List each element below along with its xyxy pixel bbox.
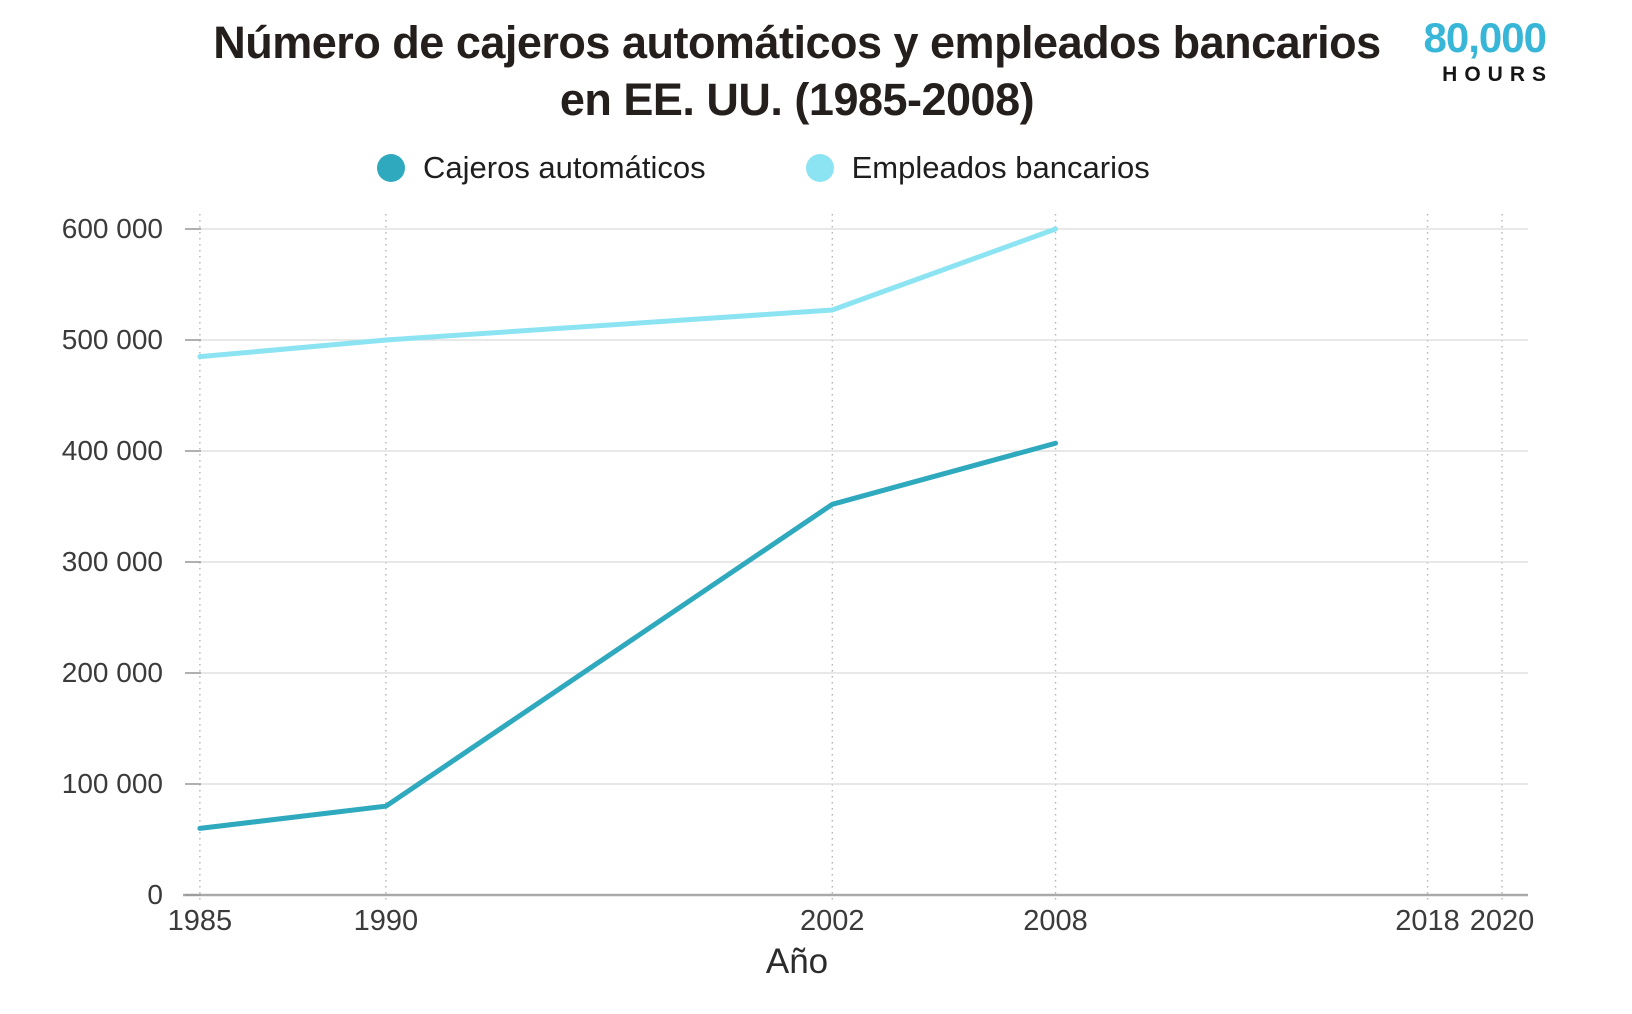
legend-label-empleados: Empleados bancarios xyxy=(851,149,1150,185)
line-empleados-bancarios xyxy=(197,226,1059,360)
brand-logo-word: HOURS xyxy=(1442,63,1553,86)
x-tick-label: 2018 xyxy=(1395,905,1460,937)
legend-label-cajeros: Cajeros automáticos xyxy=(423,149,706,185)
x-tick-label: 2002 xyxy=(800,905,865,937)
y-tick-label: 600 000 xyxy=(62,213,163,244)
brand-logo-number: 80,000 xyxy=(1423,14,1547,61)
chart-title-line2: en EE. UU. (1985-2008) xyxy=(559,74,1035,125)
legend-swatch-cajeros-icon xyxy=(377,154,405,182)
y-tick-label: 100 000 xyxy=(62,768,163,799)
chart-title-line1: Número de cajeros automáticos y empleado… xyxy=(213,17,1381,68)
legend-swatch-empleados-icon xyxy=(805,154,834,182)
legend-item-cajeros: Cajeros automáticos xyxy=(377,152,706,185)
y-tick-label: 300 000 xyxy=(62,546,163,577)
x-tick-label: 1990 xyxy=(354,905,419,937)
x-tick-label: 2020 xyxy=(1470,905,1535,937)
x-axis-title: Año xyxy=(765,942,829,981)
y-tick-label: 0 xyxy=(147,879,163,910)
y-tick-label: 500 000 xyxy=(62,324,163,355)
legend: Cajeros automáticos Empleados bancarios xyxy=(377,146,1150,190)
x-tick-label: 2008 xyxy=(1023,905,1088,937)
y-tick-label: 200 000 xyxy=(62,657,163,688)
chart-title: Número de cajeros automáticos y empleado… xyxy=(0,14,1594,128)
y-tick-label: 400 000 xyxy=(62,435,163,466)
line-cajeros-automaticos xyxy=(197,440,1059,831)
x-tick-label: 1985 xyxy=(168,905,233,937)
brand-logo: 80,000 HOURS xyxy=(1423,14,1547,87)
legend-item-empleados: Empleados bancarios xyxy=(805,149,1150,185)
